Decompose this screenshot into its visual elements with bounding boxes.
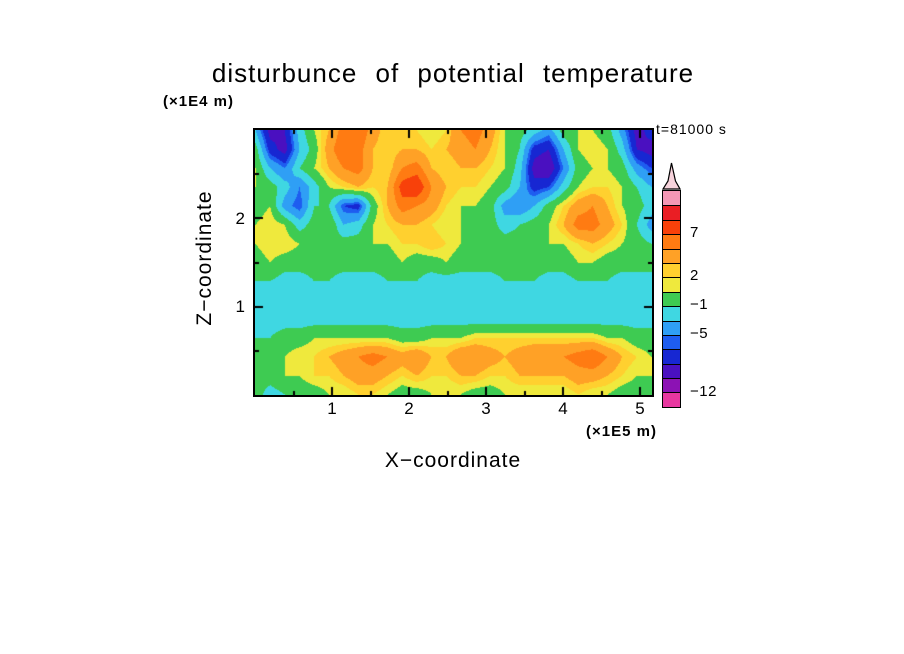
x-tick-label-3: 3	[481, 399, 491, 418]
y-tick-label-1: 1	[235, 297, 245, 316]
x-tick-label-5: 5	[635, 399, 645, 418]
time-label: t=81000 s	[656, 121, 727, 137]
colorbar-label-neg5: −5	[690, 325, 709, 342]
colorbar-box	[663, 291, 680, 307]
x-tick-label-4: 4	[558, 399, 568, 418]
colorbar-label-7: 7	[690, 224, 699, 241]
colorbar-box	[663, 277, 680, 292]
colorbar-box	[663, 219, 680, 235]
colorbar-box	[663, 320, 680, 335]
colorbar-box	[663, 306, 680, 321]
colorbar-box	[663, 392, 680, 407]
y-axis-unit: (×1E4 m)	[163, 93, 234, 110]
y-tick-label-2: 2	[235, 209, 245, 228]
plot-frame	[253, 128, 654, 397]
colorbar-box	[663, 378, 680, 393]
y-axis-label: Z−coordinate	[193, 190, 216, 326]
colorbar-label-2: 2	[690, 267, 699, 284]
colorbar-box	[663, 234, 680, 249]
colorbar-tip	[662, 162, 681, 190]
x-axis-label: X−coordinate	[384, 449, 522, 472]
colorbar-box	[663, 205, 680, 220]
contour-field-canvas	[255, 130, 652, 395]
colorbar-box	[663, 248, 680, 263]
colorbar-box	[663, 191, 680, 206]
colorbar-label-neg12: −12	[690, 383, 717, 400]
x-tick-label-2: 2	[404, 399, 414, 418]
colorbar-boxes	[662, 190, 681, 408]
colorbar-box	[663, 363, 680, 379]
figure-title: disturbunce of potential temperature	[211, 58, 695, 88]
colorbar-label-neg1: −1	[690, 296, 709, 313]
colorbar-tip-shape	[662, 162, 681, 190]
x-tick-label-1: 1	[327, 399, 337, 418]
x-axis-unit: (×1E5 m)	[586, 423, 657, 440]
colorbar-box	[663, 334, 680, 350]
colorbar-box	[663, 262, 680, 278]
colorbar-box	[663, 349, 680, 364]
